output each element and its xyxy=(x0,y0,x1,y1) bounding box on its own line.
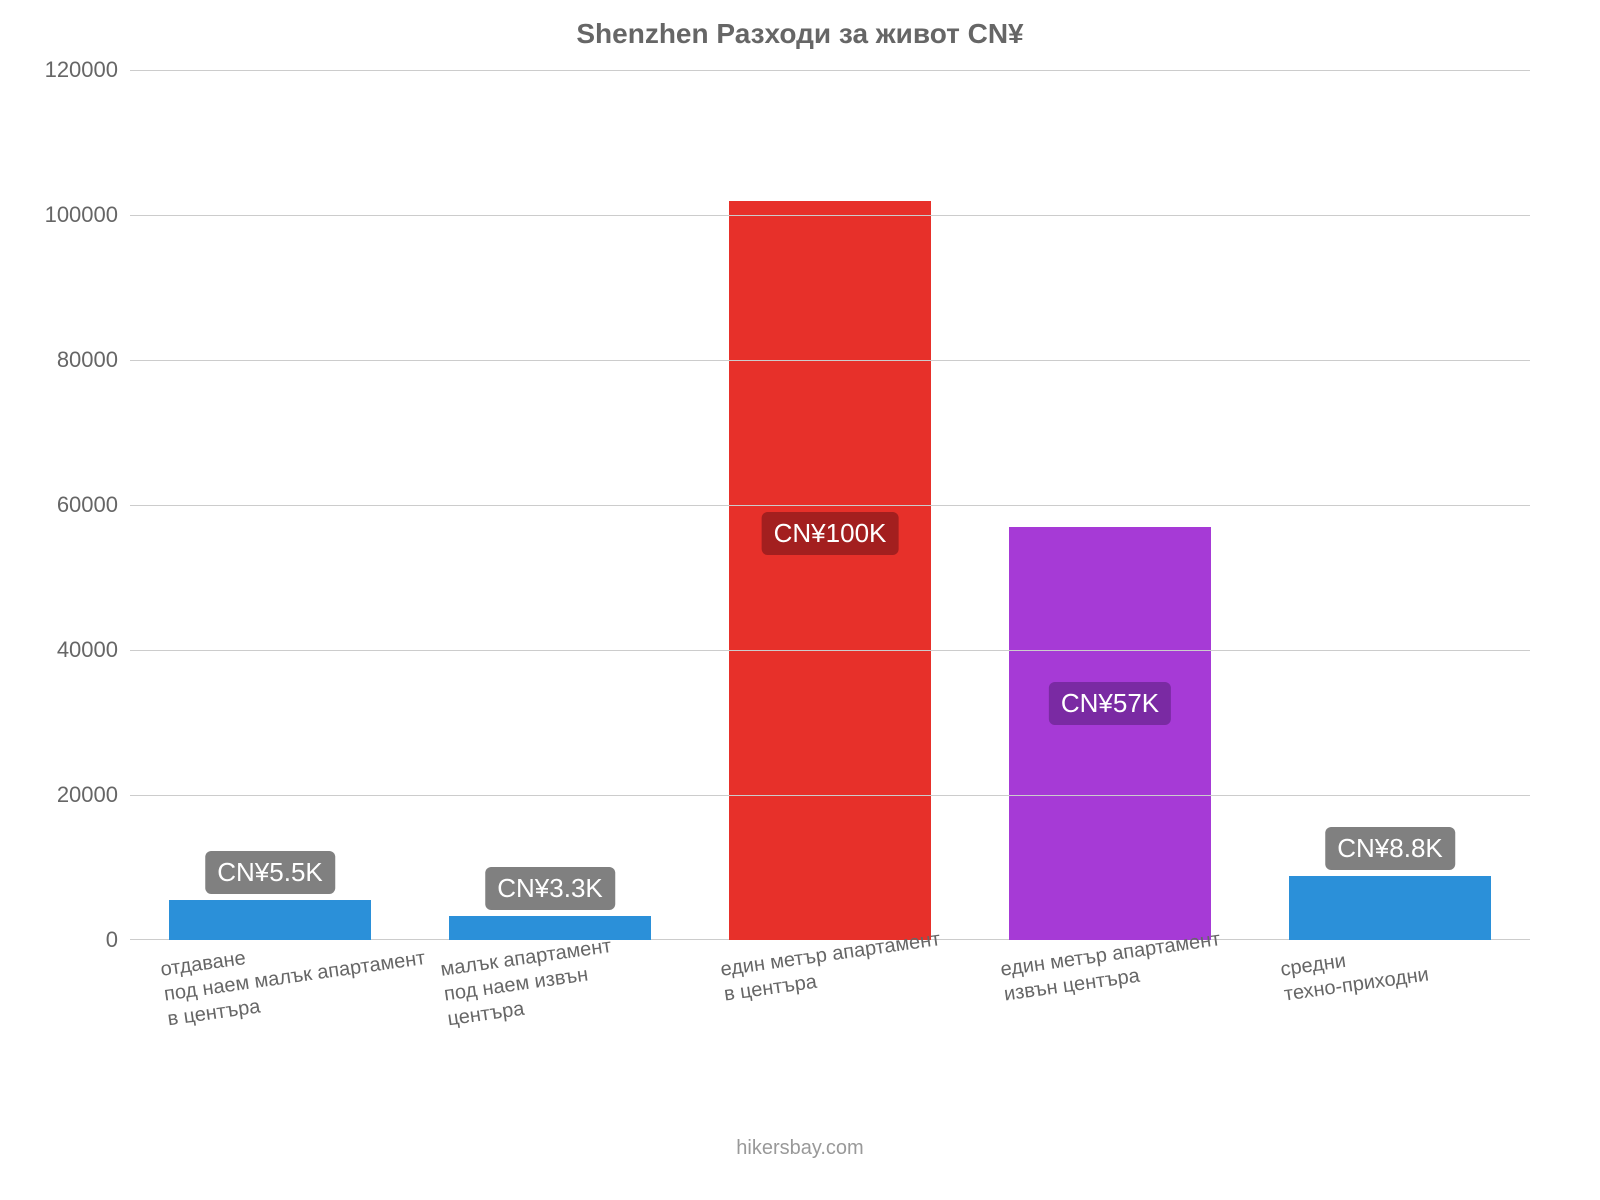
y-tick-label: 40000 xyxy=(57,637,130,663)
y-tick-label: 60000 xyxy=(57,492,130,518)
bar xyxy=(449,916,651,940)
bar xyxy=(729,201,931,941)
bar-value-label: CN¥5.5K xyxy=(205,851,335,894)
plot-inner: CN¥5.5KCN¥3.3KCN¥100KCN¥57KCN¥8.8K 02000… xyxy=(130,70,1530,940)
bar xyxy=(1289,876,1491,940)
y-tick-label: 0 xyxy=(106,927,130,953)
bar-value-label: CN¥3.3K xyxy=(485,867,615,910)
gridline xyxy=(130,215,1530,216)
bar xyxy=(1009,527,1211,940)
gridline xyxy=(130,795,1530,796)
bar-value-label: CN¥8.8K xyxy=(1325,827,1455,870)
gridline xyxy=(130,505,1530,506)
x-labels-container: отдаване под наем малък апартамент в цен… xyxy=(130,958,1530,1158)
y-tick-label: 20000 xyxy=(57,782,130,808)
bar-value-label: CN¥100K xyxy=(762,512,899,555)
plot-area: CN¥5.5KCN¥3.3KCN¥100KCN¥57KCN¥8.8K 02000… xyxy=(130,70,1530,940)
x-category-label: малък апартамент под наем извън центъра xyxy=(439,934,620,1032)
x-category-label: средни техно-приходни xyxy=(1279,938,1430,1008)
chart-footer: hikersbay.com xyxy=(0,1137,1600,1160)
gridline xyxy=(130,360,1530,361)
y-tick-label: 100000 xyxy=(45,202,130,228)
chart-title: Shenzhen Разходи за живот CN¥ xyxy=(0,18,1600,50)
y-tick-label: 80000 xyxy=(57,347,130,373)
y-tick-label: 120000 xyxy=(45,57,130,83)
gridline xyxy=(130,650,1530,651)
cost-of-living-chart: Shenzhen Разходи за живот CN¥ CN¥5.5K CN¥… xyxy=(0,0,1600,1200)
gridline xyxy=(130,70,1530,71)
bar-value-label: CN¥57K xyxy=(1049,682,1171,725)
